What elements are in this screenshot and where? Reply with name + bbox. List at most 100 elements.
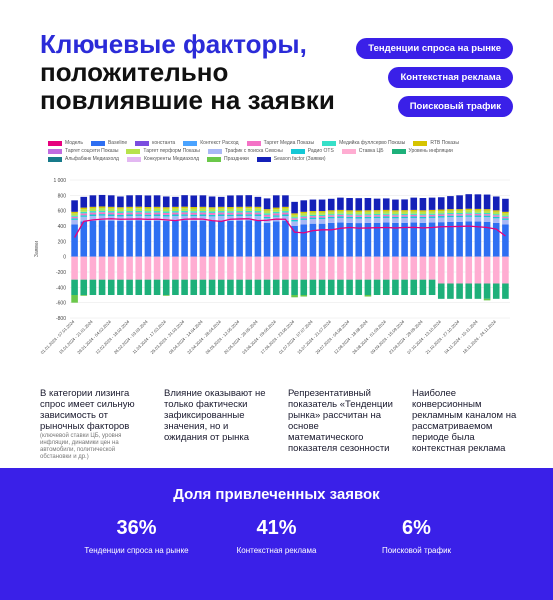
bar-segment [126,208,133,212]
model-line [74,218,506,238]
bar-segment [355,215,363,217]
bar-segment [227,195,234,207]
bar-segment [300,279,308,295]
x-tick-label: 23.09.2024 - 29.09.2024 [388,319,424,355]
bar-segment [483,194,491,210]
bar-segment [465,216,473,222]
bar-segment [107,220,115,257]
y-tick-label: 200 [58,239,67,245]
bar-segment [382,216,390,218]
bar-segment [346,279,353,295]
bar-segment [502,216,509,219]
bar-segment [144,211,152,213]
bar-segment [492,222,500,257]
legend-swatch [207,156,222,162]
legend-item: Таргет соцсети Показы [48,148,118,154]
bar-segment [410,214,418,217]
bar-segment [483,209,491,211]
bar-segment [89,212,97,215]
bar-segment [401,215,408,217]
bar-segment [291,213,298,215]
bar-segment [107,195,115,207]
y-tick-label: -400 [56,285,66,291]
bar-segment [236,212,243,215]
bar-segment [346,211,353,215]
bar-segment [71,215,78,217]
bar-segment [401,218,408,223]
bar-segment [401,256,408,280]
bar-segment [291,219,298,222]
bar-segment [355,210,363,212]
legend-item: Медийка фуллсерво Показы [322,140,405,146]
bar-segment [254,220,262,257]
bar-segment [447,221,454,257]
bar-segment [144,256,152,280]
fact-2: Влияние оказывают не только фактически з… [164,388,272,461]
legend-item: Конкуренты Медиахолд [126,156,199,162]
bar-segment [172,216,179,221]
bar-segment [162,256,170,280]
stat-search-traffic-pct: 6% [402,517,431,539]
bar-segment [162,221,170,257]
bar-segment [456,221,463,257]
bar-segment [144,208,152,212]
bar-segment [364,210,372,212]
bar-segment [172,208,179,212]
bar-segment [327,198,335,211]
bar-segment [291,226,298,257]
bar-segment [483,256,491,284]
fact-3: Репрезентативный показатель «Тенденции р… [288,388,396,461]
bar-segment [419,222,427,257]
fact-1: В категории лизинга спрос имеет сильную … [40,388,148,461]
bar-segment [282,195,289,207]
bar-segment [327,214,335,216]
bar-segment [447,256,454,284]
bar-segment [98,220,106,257]
bar-segment [410,197,418,210]
bar-segment [98,194,106,207]
bar-segment [419,211,427,215]
legend-label: Ставка ЦБ [358,148,384,154]
bar-segment [217,220,225,257]
y-tick-label: 600 [58,209,67,215]
bar-segment [144,279,152,295]
bar-segment [172,214,179,217]
bar-segment [392,211,399,215]
page-title: Ключевые факторы, положительно повлиявши… [40,30,360,114]
bar-segment [245,195,253,207]
bar-segment [254,216,262,221]
bar-segment [474,283,482,299]
bar-segment [346,256,353,280]
bar-segment [71,295,78,303]
x-tick-label: 06.05.2024 - 12.05.2024 [204,319,240,355]
bar-segment [337,211,344,214]
bar-segment [153,216,161,221]
bar-segment [190,279,198,295]
bar-segment [71,211,78,214]
bar-segment [117,221,124,257]
title-line-3: повлиявшие на заявки [40,85,335,115]
x-tick-label: 15.01.2024 - 21.01.2024 [58,319,94,355]
bar-segment [327,222,335,257]
x-tick-label: 25.03.2024 - 31.03.2024 [149,319,185,355]
bar-segment [282,206,289,209]
bar-segment [502,211,509,214]
bar-segment [291,295,298,298]
bar-segment [71,279,78,295]
factor-pills: Тенденции спроса на рынке Контекстная ре… [356,38,513,117]
bar-segment [428,222,436,257]
bar-segment [153,214,161,217]
bar-segment [117,279,124,295]
title-line-1: Ключевые факторы, [40,29,307,59]
legend-item: Season factor (Заявки) [256,156,325,162]
stat-context-ads-label: Контекстная реклама [236,546,317,555]
bar-segment [190,214,198,217]
bar-segment [135,212,143,215]
share-title: Доля привлеченных заявок [173,486,380,503]
bar-segment [190,212,198,215]
bar-segment [236,206,243,209]
bar-segment [410,217,418,223]
bar-segment [263,209,271,211]
bar-segment [483,214,491,216]
bar-segment [337,256,344,280]
